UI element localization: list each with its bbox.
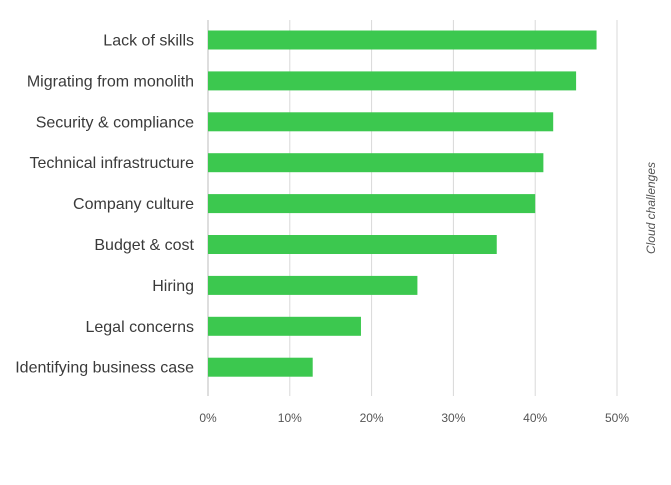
category-label: Migrating from monolith [27, 73, 194, 90]
category-label: Security & compliance [36, 114, 194, 131]
bar-company-culture [208, 194, 536, 214]
category-label: Lack of skills [103, 33, 194, 50]
category-label: Legal concerns [85, 319, 194, 336]
x-tick-labels: 0% 10% 20% 30% 40% 50% [199, 411, 629, 425]
bar-legal-concerns [208, 316, 361, 336]
category-label: Company culture [73, 196, 194, 213]
category-label: Hiring [152, 278, 194, 295]
bars [208, 30, 597, 377]
x-tick-label: 40% [523, 411, 547, 425]
x-tick-label: 0% [199, 411, 217, 425]
x-tick-label: 20% [360, 411, 384, 425]
bar-identifying-business-case [208, 357, 313, 377]
bar-hiring [208, 275, 418, 295]
category-labels: Lack of skills Migrating from monolith Sec… [15, 33, 194, 377]
x-tick-label: 10% [278, 411, 302, 425]
bar-technical-infrastructure [208, 153, 544, 173]
x-tick-label: 50% [605, 411, 629, 425]
bar-security-compliance [208, 112, 554, 132]
category-label: Technical infrastructure [29, 155, 194, 172]
bar-budget-cost [208, 235, 497, 254]
x-tick-label: 30% [441, 411, 465, 425]
side-axis-label: Cloud challenges [644, 162, 658, 254]
bar-lack-of-skills [208, 30, 597, 50]
category-label: Budget & cost [94, 237, 194, 254]
category-label: Identifying business case [15, 360, 194, 377]
bar-migrating-from-monolith [208, 71, 577, 91]
